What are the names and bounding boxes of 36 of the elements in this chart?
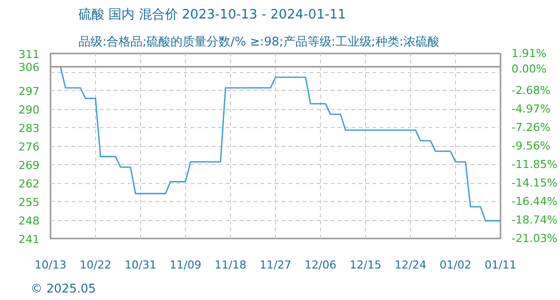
x-tick-label: 11/09 [170, 258, 202, 272]
y-tick-label: 306 [18, 61, 40, 74]
y2-tick-label: -16.44% [512, 194, 558, 208]
x-tick-label: 11/18 [214, 258, 246, 272]
y2-tick-label: 0.00% [512, 62, 546, 76]
chart-subtitle: 品级:合格品;硫酸的质量分数/% ≥:98;产品等级:工业级;种类:浓硫酸 [78, 34, 440, 48]
x-tick-label: 01/02 [440, 258, 472, 272]
y-tick-label: 255 [18, 196, 40, 209]
y-tick-label: 241 [18, 233, 40, 246]
x-tick-label: 12/24 [394, 258, 426, 272]
y-tick-label: 269 [18, 159, 40, 172]
y-tick-label: 311 [18, 48, 40, 61]
x-tick-label: 10/13 [34, 258, 66, 272]
text: © 2025.05 [30, 282, 96, 296]
y2-tick-label: -11.85% [512, 158, 558, 171]
y-tick-label: 297 [18, 85, 40, 98]
x-tick-label: 01/11 [484, 258, 516, 272]
x-tick-label: 10/22 [80, 258, 112, 272]
y2-tick-label: -7.26% [512, 120, 550, 134]
y-tick-label: 276 [18, 140, 40, 154]
y2-tick-label: -4.97% [512, 102, 550, 116]
x-tick-label: 12/06 [304, 258, 336, 272]
y2-tick-label: -9.56% [512, 140, 550, 152]
y2-tick-label: -2.68% [512, 84, 550, 98]
x-tick-label: 12/15 [350, 258, 382, 272]
y2-tick-label: -14.15% [512, 176, 558, 190]
y-tick-label: 290 [18, 104, 40, 116]
y-tick-label: 262 [18, 178, 40, 190]
y2-tick-label: -21.03% [512, 232, 558, 245]
x-tick-label: 11/27 [260, 258, 292, 272]
chart-title: 硫酸 国内 混合价 2023-10-13 - 2024-01-11 [78, 8, 346, 22]
y-tick-label: 248 [18, 214, 40, 228]
x-tick-label: 10/31 [124, 258, 156, 272]
y2-tick-label: 1.91% [512, 47, 546, 60]
y-tick-label: 283 [18, 122, 40, 135]
y2-tick-label: -18.74% [512, 214, 558, 227]
